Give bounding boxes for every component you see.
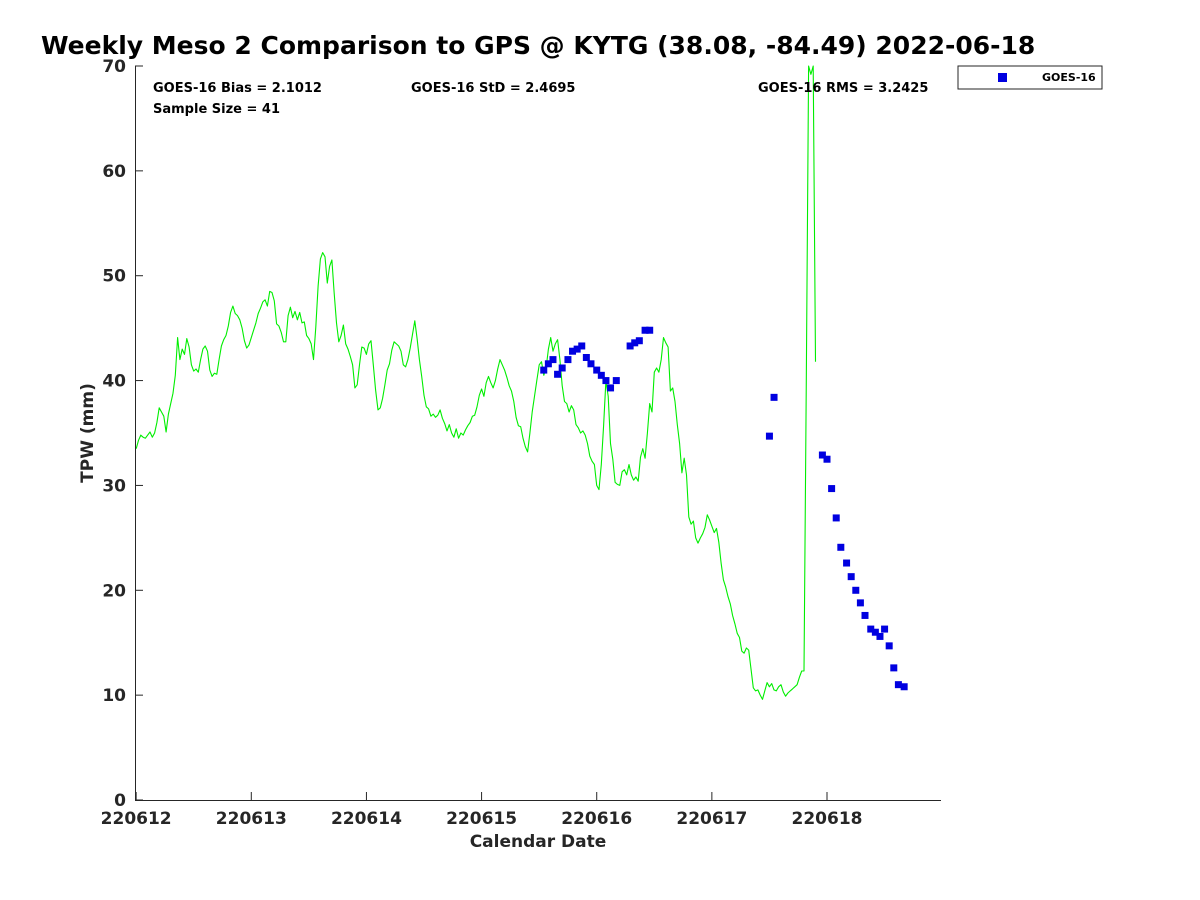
y-tick-label: 70 bbox=[102, 57, 126, 77]
goes16-point bbox=[890, 664, 898, 672]
goes16-point bbox=[646, 326, 654, 334]
goes16-point bbox=[587, 360, 595, 368]
goes16-point bbox=[578, 342, 586, 350]
goes16-point bbox=[828, 485, 836, 493]
legend-box bbox=[957, 65, 1103, 90]
goes16-point bbox=[573, 345, 581, 353]
goes16-point bbox=[818, 451, 826, 459]
goes16-point bbox=[770, 393, 778, 401]
legend: GOES-16 bbox=[957, 65, 1103, 90]
goes16-point bbox=[626, 342, 634, 350]
goes16-point bbox=[602, 377, 610, 385]
x-tick-label: 220618 bbox=[792, 809, 863, 829]
goes16-point bbox=[582, 354, 590, 362]
goes16-point bbox=[558, 364, 566, 372]
goes16-point bbox=[881, 625, 889, 633]
stat-sample-size: Sample Size = 41 bbox=[153, 102, 280, 117]
goes16-point bbox=[843, 559, 851, 567]
goes16-point bbox=[852, 586, 860, 594]
goes16-point bbox=[635, 337, 643, 345]
goes16-point bbox=[564, 356, 572, 364]
y-tick-label: 20 bbox=[102, 581, 126, 601]
legend-label-goes16: GOES-16 bbox=[1042, 71, 1096, 84]
x-axis-label: Calendar Date bbox=[470, 832, 607, 852]
goes16-point bbox=[867, 625, 875, 633]
gps-tpw-line bbox=[135, 65, 817, 700]
y-tick-label: 50 bbox=[102, 267, 126, 287]
y-axis-label: TPW (mm) bbox=[78, 383, 98, 483]
legend-marker-goes16 bbox=[998, 73, 1007, 82]
y-tick-label: 10 bbox=[102, 686, 126, 706]
stat-std: GOES-16 StD = 2.4695 bbox=[411, 81, 575, 96]
goes16-point bbox=[569, 347, 577, 355]
goes16-point bbox=[607, 384, 615, 392]
goes16-point bbox=[765, 432, 773, 440]
goes16-point bbox=[597, 371, 605, 379]
goes16-point bbox=[837, 543, 845, 551]
line-layer bbox=[135, 65, 817, 700]
goes16-point bbox=[856, 599, 864, 607]
x-tick-label: 220617 bbox=[676, 809, 747, 829]
goes16-point bbox=[900, 683, 908, 691]
goes16-point bbox=[876, 632, 884, 640]
y-tick-label: 0 bbox=[114, 791, 126, 811]
goes16-point bbox=[554, 370, 562, 378]
y-tick-label: 40 bbox=[102, 372, 126, 392]
x-tick-label: 220614 bbox=[331, 809, 402, 829]
goes16-point bbox=[832, 514, 840, 522]
goes16-point bbox=[549, 356, 557, 364]
stat-rms: GOES-16 RMS = 3.2425 bbox=[758, 81, 928, 96]
x-tick-label: 220613 bbox=[216, 809, 287, 829]
plot-area: 220612 220613 220614 220615 220616 220617 2206… bbox=[101, 57, 941, 829]
goes16-point bbox=[894, 681, 902, 689]
x-tick-label: 220616 bbox=[561, 809, 632, 829]
plot-background bbox=[135, 66, 941, 800]
goes16-point bbox=[612, 377, 620, 385]
goes16-point bbox=[823, 455, 831, 463]
goes16-point bbox=[631, 339, 639, 347]
goes16-point bbox=[544, 360, 552, 368]
y-tick-label: 60 bbox=[102, 162, 126, 182]
x-axis-ticks: 220612 220613 220614 220615 220616 220617 2206… bbox=[101, 792, 863, 829]
goes16-point bbox=[871, 628, 879, 636]
chart-title: Weekly Meso 2 Comparison to GPS @ KYTG (… bbox=[41, 31, 1035, 60]
y-tick-label: 30 bbox=[102, 476, 126, 496]
goes16-point bbox=[540, 366, 548, 374]
stat-bias: GOES-16 Bias = 2.1012 bbox=[153, 81, 322, 96]
y-axis-ticks: 0 10 20 30 40 50 60 70 bbox=[102, 57, 143, 811]
x-tick-label: 220615 bbox=[446, 809, 517, 829]
marker-layer bbox=[540, 326, 908, 691]
goes16-point bbox=[593, 366, 601, 374]
x-tick-label: 220612 bbox=[101, 809, 172, 829]
goes16-point bbox=[861, 611, 869, 619]
goes16-point bbox=[641, 326, 649, 334]
goes16-point bbox=[885, 642, 893, 650]
goes16-point bbox=[847, 573, 855, 581]
